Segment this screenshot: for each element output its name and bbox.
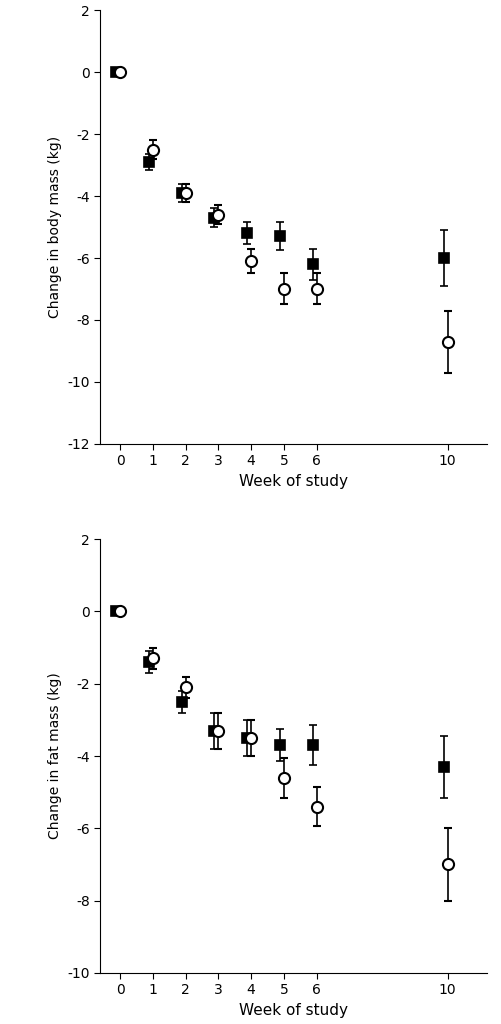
X-axis label: Week of study: Week of study — [238, 474, 348, 488]
Y-axis label: Change in fat mass (kg): Change in fat mass (kg) — [48, 673, 62, 840]
Y-axis label: Change in body mass (kg): Change in body mass (kg) — [48, 136, 62, 318]
X-axis label: Week of study: Week of study — [238, 1002, 348, 1018]
